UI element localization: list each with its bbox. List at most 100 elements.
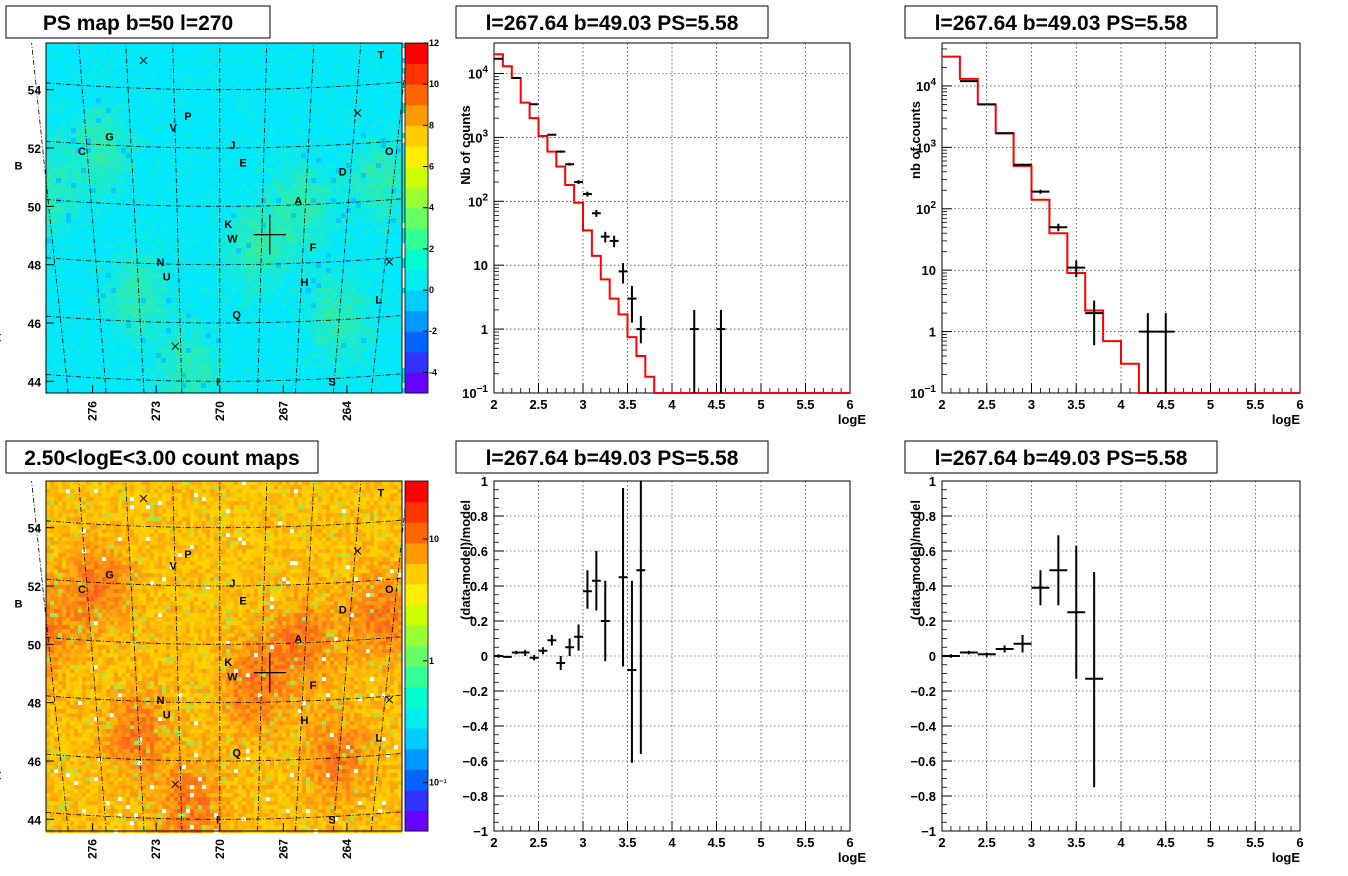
- x-marker: [171, 780, 180, 789]
- y-tick-exponent: 2: [482, 192, 488, 203]
- data-point: [511, 76, 521, 79]
- longitude-line: [172, 480, 183, 832]
- colorbar-step: [405, 248, 428, 270]
- plot-title: l=267.64 b=49.03 PS=5.58: [935, 447, 1188, 470]
- map-y-tick-label: 54: [28, 84, 42, 98]
- y-tick-base: 10: [462, 386, 476, 401]
- x-tick-label: 4: [1117, 397, 1125, 412]
- data-point: [1013, 163, 1032, 166]
- x-tick-label: 3: [1028, 397, 1035, 412]
- colorbar-tick-label: 10⁻¹: [429, 778, 447, 788]
- colorbar-step: [405, 310, 428, 332]
- data-point: [1067, 545, 1086, 679]
- x-tick-label: 2: [938, 397, 945, 412]
- source-marker-label: B: [14, 161, 22, 173]
- data-point: [977, 103, 996, 106]
- y-tick-base: 10: [916, 79, 930, 94]
- x-tick-label: 2.5: [978, 397, 996, 412]
- source-marker-label: H: [301, 277, 309, 289]
- colorbar-step: [405, 228, 428, 250]
- data-point: [1138, 313, 1157, 393]
- y-tick-label: 0.8: [918, 509, 936, 524]
- plot-title-box: [455, 440, 769, 474]
- plot-area: [941, 480, 1301, 832]
- colorbar-tick-label: 12: [429, 38, 439, 48]
- y-tick-label: 102: [468, 192, 488, 209]
- map-y-tick-label: 52: [28, 580, 42, 594]
- data-point: [502, 655, 512, 658]
- y-axis-label: (data-model)/model: [458, 500, 473, 620]
- map-x-tick-label: 273: [149, 839, 163, 859]
- source-marker-label: I: [216, 814, 219, 826]
- x-tick-label: 6: [1296, 835, 1303, 850]
- plot-title: l=267.64 b=49.03 PS=5.58: [935, 12, 1188, 35]
- colorbar-step: [405, 666, 428, 688]
- colorbar-step: [405, 542, 428, 564]
- data-point: [636, 481, 646, 754]
- x-tick-label: 4.5: [1157, 835, 1175, 850]
- y-tick-base: 10: [468, 66, 482, 81]
- x-tick-label: 5.5: [796, 835, 814, 850]
- colorbar-step: [405, 604, 428, 626]
- x-tick-label: 5.5: [1246, 397, 1264, 412]
- source-marker-label: L: [375, 295, 382, 307]
- colorbar-step: [405, 728, 428, 750]
- y-tick-label: 103: [916, 138, 936, 155]
- data-point: [565, 638, 575, 656]
- y-tick-label: 0: [929, 649, 936, 664]
- y-tick-label: −0.2: [462, 684, 488, 699]
- target-crosshair: [253, 652, 286, 693]
- sky-map-field: [46, 481, 402, 833]
- data-point: [618, 488, 628, 667]
- data-point: [583, 570, 592, 609]
- data-point: [520, 649, 530, 656]
- y-tick-exponent: 4: [482, 64, 488, 75]
- y-tick-base: 10: [910, 386, 924, 401]
- data-point: [636, 316, 646, 344]
- plot-frame: 2 2.5 3 3.5 4 4.5 5 5.5 6 1 0.8 0.6 0.4 0.2 0 −0.2 −0.4 −…: [910, 474, 1303, 850]
- x-tick-label: 5: [757, 397, 764, 412]
- x-tick-label: 4.5: [1157, 397, 1175, 412]
- y-tick-label: −0.4: [910, 719, 936, 734]
- longitude-line: [333, 42, 362, 394]
- colorbar: 10 1 10⁻¹: [404, 480, 447, 832]
- source-marker-label: Q: [232, 309, 241, 321]
- map-x-tick-label: 273: [149, 401, 163, 421]
- source-marker-label: K: [224, 219, 232, 231]
- y-tick-label: 10−1: [910, 384, 936, 401]
- y-tick-label: 10: [922, 263, 936, 278]
- y-tick-base: 10: [474, 258, 488, 273]
- source-marker-label: F: [310, 242, 317, 254]
- colorbar-step: [405, 125, 428, 147]
- longitude-line: [125, 42, 145, 394]
- map-x-tick-label: 276: [86, 839, 100, 859]
- plot-title: l=267.64 b=49.03 PS=5.58: [486, 12, 739, 35]
- x-marker: [171, 342, 180, 351]
- model-histogram: [494, 53, 850, 394]
- data-point: [618, 262, 628, 284]
- source-marker-label: E: [239, 158, 246, 170]
- longitude-line: [295, 480, 315, 832]
- y-tick-label: 0.4: [470, 579, 489, 594]
- data-point: [1156, 313, 1175, 393]
- data-point: [1049, 223, 1068, 232]
- data-point: [995, 645, 1014, 653]
- x-axis-label: logE: [838, 850, 866, 865]
- x-tick-label: 6: [846, 397, 853, 412]
- x-axis-label: logE: [1272, 850, 1300, 865]
- data-point: [627, 285, 637, 323]
- map-title-box: [5, 5, 271, 39]
- target-crosshair: [253, 214, 286, 255]
- y-tick-label: −1: [921, 824, 936, 839]
- map-y-tick-label: 50: [28, 638, 42, 652]
- map-title-box: [5, 440, 319, 474]
- longitude-line: [31, 42, 69, 394]
- colorbar-frame: [404, 42, 429, 394]
- map-x-tick-label: 270: [213, 401, 227, 421]
- counts-spectrum-right: l=267.64 b=49.03 PS=5.58 logE nb of coun…: [904, 5, 1304, 427]
- y-tick-label: −0.6: [910, 754, 936, 769]
- map-y-tick-label: 52: [28, 142, 42, 156]
- y-tick-exponent: −1: [925, 384, 937, 395]
- colorbar-step: [405, 563, 428, 585]
